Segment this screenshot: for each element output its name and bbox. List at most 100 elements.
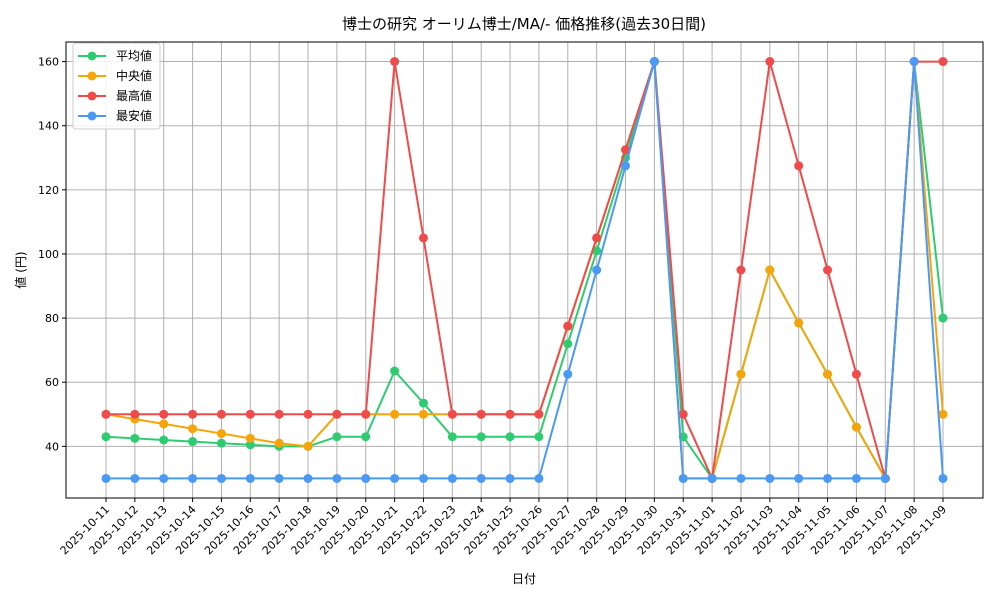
data-point <box>476 473 486 483</box>
plot-frame <box>65 41 984 499</box>
y-tick-label: 100 <box>38 248 59 261</box>
data-point <box>794 473 804 483</box>
data-point <box>216 409 226 419</box>
data-point <box>245 440 255 450</box>
data-point <box>332 473 342 483</box>
data-point <box>678 409 688 419</box>
data-point <box>101 409 111 419</box>
data-point <box>418 398 428 408</box>
data-point <box>447 409 457 419</box>
data-point <box>188 473 198 483</box>
series-line <box>106 60 943 482</box>
series-0 <box>101 57 948 483</box>
data-point <box>938 57 948 67</box>
data-point <box>390 366 400 376</box>
data-point <box>823 265 833 275</box>
y-tick-label: 160 <box>38 56 59 69</box>
data-point <box>361 409 371 419</box>
data-point <box>592 246 602 256</box>
data-point <box>101 473 111 483</box>
data-point <box>938 409 948 419</box>
series-line <box>105 61 944 482</box>
series-1 <box>101 57 948 483</box>
data-point <box>130 409 140 419</box>
data-point <box>505 473 515 483</box>
legend-swatch-marker <box>87 91 97 101</box>
data-point <box>245 433 255 443</box>
legend-box <box>72 42 161 130</box>
data-point <box>390 473 400 483</box>
series-group <box>101 57 948 483</box>
legend-label: 最高値 <box>116 88 152 103</box>
data-point <box>534 409 544 419</box>
data-point <box>563 339 573 349</box>
series-line <box>105 61 944 482</box>
data-point <box>736 265 746 275</box>
data-point <box>332 409 342 419</box>
series-line <box>106 61 944 480</box>
data-point <box>823 473 833 483</box>
data-point <box>418 473 428 483</box>
data-point <box>592 233 602 243</box>
data-point <box>736 369 746 379</box>
data-point <box>216 473 226 483</box>
legend-swatch-marker <box>87 71 97 81</box>
data-point <box>159 419 169 429</box>
data-point <box>390 409 400 419</box>
data-point <box>274 409 284 419</box>
data-point <box>794 161 804 171</box>
data-point <box>851 473 861 483</box>
data-point <box>851 369 861 379</box>
chart-title: 博士の研究 オーリム博士/MA/- 価格推移(過去30日間) <box>342 15 706 33</box>
legend-label: 最安値 <box>116 108 152 123</box>
data-point <box>909 57 919 67</box>
data-point <box>101 432 111 442</box>
data-point <box>563 321 573 331</box>
data-point <box>794 318 804 328</box>
y-tick-label: 120 <box>38 184 59 197</box>
data-point <box>361 432 371 442</box>
x-axis: 2025-10-112025-10-122025-10-132025-10-14… <box>58 498 949 557</box>
data-point <box>447 432 457 442</box>
data-point <box>505 432 515 442</box>
data-point <box>563 369 573 379</box>
data-point <box>361 473 371 483</box>
data-point <box>159 409 169 419</box>
data-point <box>447 473 457 483</box>
data-point <box>418 409 428 419</box>
y-axis: 40 60 80 100 120 140 160 <box>38 56 66 453</box>
data-point <box>274 438 284 448</box>
legend-label: 中央値 <box>116 68 152 83</box>
data-point <box>621 145 631 155</box>
data-point <box>851 422 861 432</box>
y-tick-label: 40 <box>45 440 59 453</box>
data-point <box>188 424 198 434</box>
data-point <box>765 473 775 483</box>
data-point <box>678 473 688 483</box>
data-point <box>303 441 313 451</box>
data-point <box>592 265 602 275</box>
data-point <box>621 161 631 171</box>
y-axis-label: 値 (円) <box>13 251 28 288</box>
y-tick-label: 140 <box>38 120 59 133</box>
series-2 <box>101 57 948 483</box>
y-tick-label: 60 <box>45 376 59 389</box>
data-point <box>938 313 948 323</box>
data-point <box>274 473 284 483</box>
data-point <box>245 409 255 419</box>
data-point <box>216 438 226 448</box>
data-point <box>823 369 833 379</box>
data-point <box>938 473 948 483</box>
x-axis-label: 日付 <box>512 572 536 586</box>
data-point <box>130 473 140 483</box>
series-3 <box>101 57 948 483</box>
data-point <box>534 432 544 442</box>
data-point <box>332 432 342 442</box>
legend-swatch-marker <box>87 51 97 61</box>
data-point <box>188 409 198 419</box>
legend-swatch-marker <box>87 111 97 121</box>
data-point <box>159 435 169 445</box>
legend-label: 平均値 <box>116 48 152 63</box>
data-point <box>505 409 515 419</box>
